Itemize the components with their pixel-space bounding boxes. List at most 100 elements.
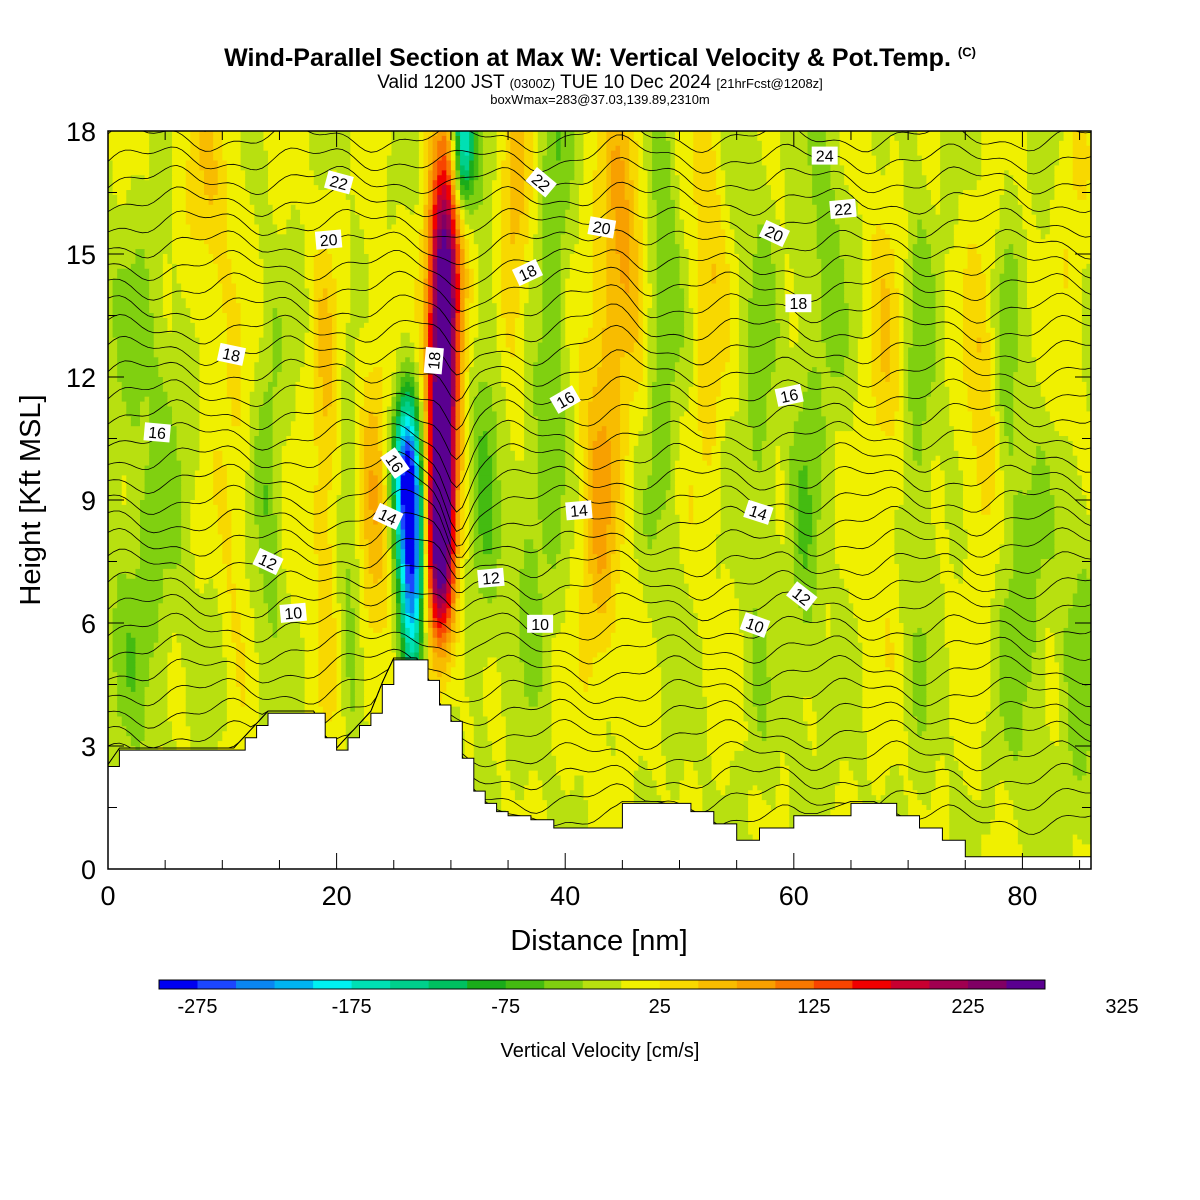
w-cell [1026, 131, 1065, 137]
w-cell [775, 475, 786, 481]
w-cell [780, 160, 809, 167]
w-cell [455, 273, 461, 280]
w-cell [1059, 145, 1074, 152]
w-cell [606, 199, 612, 206]
w-cell [309, 327, 315, 334]
w-cell [332, 352, 338, 358]
w-cell [473, 234, 493, 240]
w-cell [432, 229, 438, 235]
w-cell [574, 401, 580, 408]
w-cell [775, 485, 786, 491]
w-cell [940, 209, 960, 216]
w-cell [560, 342, 566, 349]
w-cell [871, 317, 882, 324]
w-cell [610, 194, 626, 201]
w-cell [917, 229, 927, 235]
w-cell [812, 194, 836, 201]
w-cell [752, 440, 763, 447]
w-cell [537, 131, 548, 137]
w-cell [281, 322, 310, 329]
w-cell [492, 406, 507, 413]
w-cell [524, 391, 534, 398]
w-cell [757, 460, 763, 467]
w-cell [999, 224, 1024, 230]
w-cell [1013, 254, 1028, 260]
w-cell [1063, 268, 1069, 275]
w-cell [460, 194, 466, 201]
w-cell [423, 155, 429, 162]
w-cell [359, 327, 420, 334]
w-cell [455, 219, 461, 226]
w-cell [565, 440, 575, 447]
w-cell [601, 357, 621, 363]
w-cell [460, 436, 466, 442]
w-cell [935, 273, 946, 280]
w-cell [903, 352, 909, 358]
w-cell [674, 145, 694, 152]
w-cell [620, 475, 626, 481]
w-cell [766, 411, 799, 417]
w-cell [345, 347, 356, 353]
w-cell [1026, 249, 1065, 255]
w-cell [716, 406, 740, 413]
w-cell [263, 303, 310, 309]
w-cell [652, 440, 671, 447]
w-cell [985, 327, 996, 334]
w-cell [569, 194, 580, 201]
w-cell [359, 475, 365, 481]
w-cell [638, 308, 644, 314]
w-cell [839, 131, 873, 137]
w-cell [697, 386, 722, 393]
w-cell [332, 337, 338, 344]
w-cell [176, 436, 201, 442]
w-cell [464, 475, 470, 481]
w-cell [935, 367, 946, 373]
w-cell [720, 135, 758, 142]
w-cell [336, 416, 342, 422]
w-cell [542, 185, 571, 191]
w-cell [775, 455, 781, 462]
w-cell [469, 332, 479, 339]
w-cell [917, 150, 941, 157]
w-cell [469, 470, 475, 476]
w-cell [999, 288, 1019, 294]
w-cell [601, 362, 621, 368]
w-cell [807, 131, 827, 137]
w-cell [679, 209, 699, 216]
w-cell [428, 219, 434, 226]
w-cell [496, 411, 507, 417]
w-cell [240, 352, 260, 358]
w-cell [674, 485, 690, 491]
w-cell [638, 155, 644, 162]
w-cell [1077, 460, 1091, 467]
w-cell [889, 352, 900, 358]
w-cell [492, 214, 502, 221]
w-cell [757, 249, 772, 255]
w-cell [473, 209, 493, 216]
w-cell [1017, 490, 1024, 496]
w-cell [574, 140, 585, 147]
w-cell [437, 288, 452, 294]
w-cell [263, 317, 274, 324]
w-cell [921, 460, 932, 467]
w-cell [336, 381, 342, 388]
w-cell [213, 465, 228, 472]
w-cell [460, 180, 470, 186]
w-cell [647, 367, 658, 373]
w-cell [437, 298, 452, 304]
w-cell [432, 470, 452, 476]
w-cell [126, 190, 173, 196]
w-cell [505, 411, 525, 417]
w-cell [460, 490, 466, 496]
w-cell [999, 332, 1019, 339]
w-cell [492, 263, 502, 270]
w-cell [117, 372, 159, 378]
w-cell [533, 367, 562, 373]
w-cell [460, 381, 466, 388]
w-cell [108, 258, 137, 265]
w-cell [620, 386, 639, 393]
w-cell [350, 180, 388, 186]
w-cell [606, 194, 612, 201]
w-cell [231, 406, 242, 413]
w-cell [423, 480, 429, 486]
